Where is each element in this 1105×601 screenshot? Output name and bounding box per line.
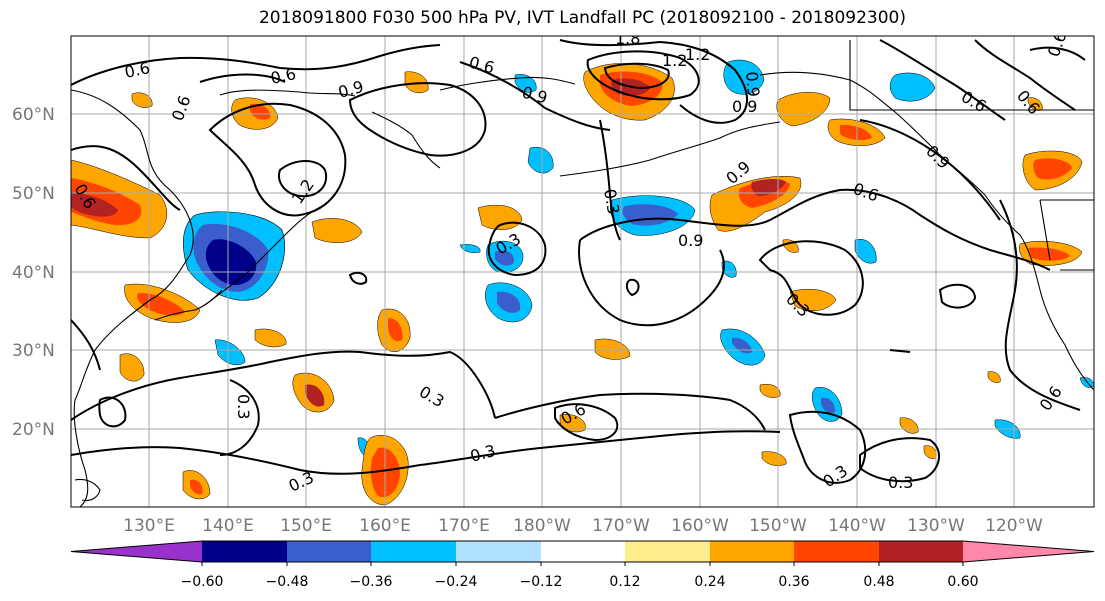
colorbar-extend-max	[963, 541, 1094, 562]
latitude-labels: 60°N 50°N 40°N 30°N 20°N	[12, 105, 55, 440]
contour-label: 0.3	[234, 394, 253, 419]
lon-label: 140°E	[202, 516, 254, 536]
longitude-labels: 130°E 140°E 150°E 160°E 170°E 180°W 170°…	[123, 516, 1043, 536]
contour-label: 1.2	[662, 51, 687, 70]
colorbar-ticks: −0.60 −0.48 −0.36 −0.24 −0.12 0.12 0.24 …	[181, 574, 979, 590]
map-title: 2018091800 F030 500 hPa PV, IVT Landfall…	[258, 8, 906, 28]
colorbar-tick-label: 0.48	[863, 574, 894, 590]
lat-label-40n: 40°N	[12, 263, 55, 283]
colorbar-tick-label: 0.36	[778, 574, 809, 590]
contour-label: 0.9	[732, 97, 757, 116]
lon-label: 160°E	[359, 516, 411, 536]
colorbar-segment	[202, 541, 287, 562]
colorbar: −0.60 −0.48 −0.36 −0.24 −0.12 0.12 0.24 …	[70, 540, 1095, 590]
lon-label: 120°W	[985, 516, 1043, 536]
colorbar-segment	[625, 541, 710, 562]
colorbar-segment	[879, 541, 963, 562]
lat-label-50n: 50°N	[12, 184, 55, 204]
lon-label: 180°W	[513, 516, 571, 536]
lon-label: 160°W	[671, 516, 729, 536]
lat-label-20n: 20°N	[12, 420, 55, 440]
colorbar-segments	[70, 540, 1095, 566]
lon-label: 170°W	[592, 516, 650, 536]
coastlines	[71, 40, 1094, 507]
colorbar-tick-label: −0.60	[181, 574, 224, 590]
contour-label: 0.6	[1044, 29, 1071, 59]
lon-label: 130°W	[907, 516, 965, 536]
colorbar-segment	[541, 541, 625, 562]
colorbar-tick-label: 0.24	[694, 574, 725, 590]
colorbar-extend-min	[71, 541, 202, 562]
contour-label: 0.9	[678, 231, 703, 250]
lon-label: 150°W	[749, 516, 807, 536]
colorbar-segment	[371, 541, 456, 562]
contour-label: 0.3	[888, 473, 913, 492]
lon-label: 170°E	[438, 516, 490, 536]
colorbar-segment	[456, 541, 541, 562]
lon-label: 140°W	[828, 516, 886, 536]
colorbar-segment	[287, 541, 371, 562]
negative-anomaly-cells	[214, 59, 1094, 457]
lon-label: 150°E	[280, 516, 332, 536]
colorbar-tick-label: −0.48	[266, 574, 309, 590]
colorbar-segment	[794, 541, 879, 562]
colorbar-tick-label: −0.36	[350, 574, 393, 590]
colorbar-tick-label: −0.24	[435, 574, 478, 590]
contour-label: 0.3	[600, 187, 623, 215]
pv-contours	[71, 39, 1086, 484]
pv-shading	[71, 59, 1094, 506]
contour-label: 0.9	[742, 71, 763, 98]
colorbar-tick-label: 0.12	[609, 574, 640, 590]
lat-label-60n: 60°N	[12, 105, 55, 125]
contour-label: 1.2	[685, 45, 710, 64]
lon-label: 130°E	[123, 516, 175, 536]
colorbar-tick-label: −0.12	[520, 574, 563, 590]
negative-anomaly-japan	[182, 211, 285, 301]
contour-label: 1.8	[615, 29, 640, 48]
contour-label: 0.6	[269, 64, 298, 88]
lat-label-30n: 30°N	[12, 341, 55, 361]
colorbar-segment	[710, 541, 794, 562]
contour-label: 0.6	[123, 58, 152, 82]
plot-frame	[70, 35, 1095, 508]
colorbar-tick-label: 0.60	[947, 574, 978, 590]
